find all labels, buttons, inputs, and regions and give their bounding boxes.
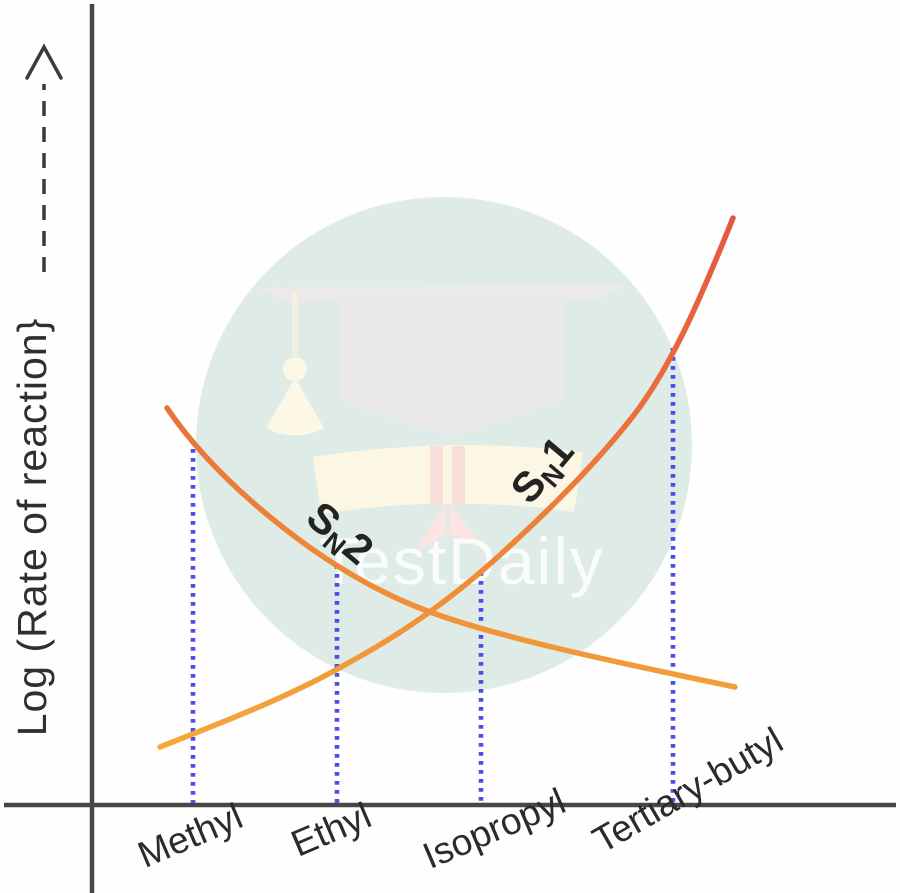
- y-axis-label: Log (Rate of reaction}: [9, 318, 55, 737]
- ribbon-bow-right: [450, 502, 484, 550]
- guide-lines: [190, 348, 676, 803]
- x-label-methyl: Methyl: [132, 795, 248, 875]
- ribbon-bow-left: [414, 502, 446, 553]
- y-axis-label-group: Log (Rate of reaction}: [9, 43, 63, 737]
- watermark-circle: [196, 197, 692, 693]
- curve-sn1: [157, 215, 736, 750]
- tassel-knob: [283, 357, 307, 381]
- tassel-icon: [266, 378, 324, 436]
- graduation-cap-icon: [258, 284, 627, 437]
- curve-sn2: [164, 405, 738, 690]
- watermark: TestDaily: [196, 197, 692, 693]
- cap-board: [258, 284, 627, 302]
- y-axis-arrow-up-icon: [25, 43, 63, 80]
- diploma-banner: [313, 445, 583, 514]
- diploma-ribbon-left: [430, 446, 443, 504]
- x-axis-labels: Methyl Ethyl Isopropyl Tertiary-butyl: [132, 719, 790, 876]
- diploma-ribbon-right: [452, 446, 465, 504]
- x-label-isopropyl: Isopropyl: [417, 780, 571, 876]
- cap-body: [340, 298, 563, 437]
- x-label-tertiary-butyl: Tertiary-butyl: [586, 719, 790, 860]
- diploma-icon: [313, 445, 583, 553]
